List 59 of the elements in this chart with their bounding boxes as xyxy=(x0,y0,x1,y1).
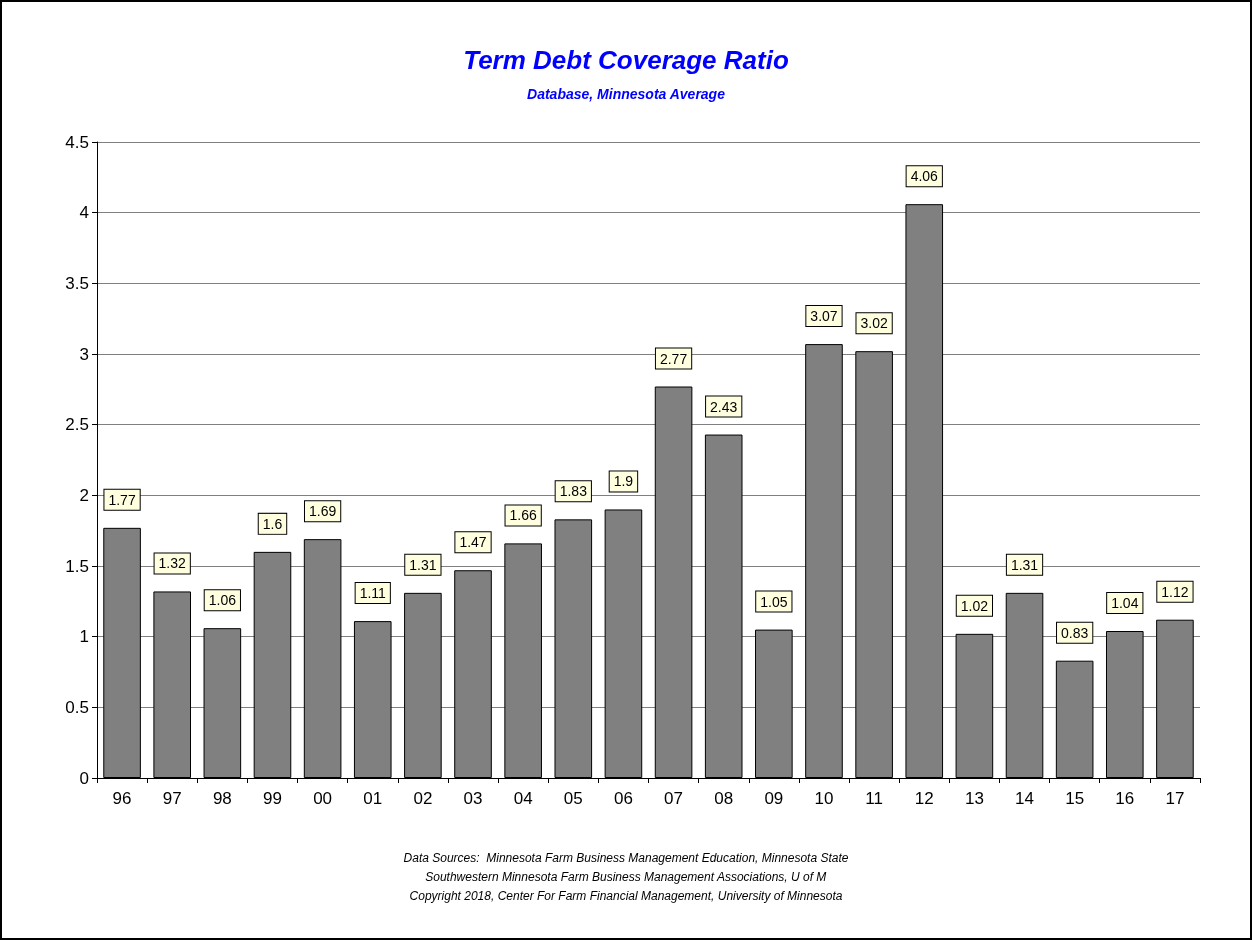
text: Data Sources: Minnesota Farm Business Management Education, Minnesota State xyxy=(403,851,849,865)
x-tick-label: 15 xyxy=(1065,789,1085,808)
x-tick-label: 17 xyxy=(1165,789,1185,808)
x-tick-label: 03 xyxy=(463,789,483,808)
data-label: 1.05 xyxy=(760,593,788,610)
data-label: 1.04 xyxy=(1111,595,1139,612)
data-label: 1.83 xyxy=(559,483,588,500)
text: Southwestern Minnesota Farm Business Management Associations, U of M xyxy=(425,870,827,884)
y-tick-label: 2 xyxy=(79,485,89,505)
x-tick-label: 99 xyxy=(263,789,282,808)
data-label: 1.47 xyxy=(459,534,487,551)
y-tick-label: 3 xyxy=(79,344,89,364)
data-label: 1.02 xyxy=(960,597,989,614)
data-label: 2.43 xyxy=(710,398,738,415)
data-label: 1.06 xyxy=(208,592,237,609)
data-label: 1.12 xyxy=(1161,583,1189,600)
x-tick-label: 97 xyxy=(162,789,182,808)
x-tick-label: 11 xyxy=(865,789,883,808)
x-tick-label: 09 xyxy=(764,789,784,808)
x-tick-label: 01 xyxy=(363,789,383,808)
x-tick-label: 08 xyxy=(714,789,734,808)
x-tick-label: 98 xyxy=(212,789,232,808)
y-tick-label: 4 xyxy=(79,203,89,223)
data-label: 1.32 xyxy=(158,555,187,572)
y-tick-label: 1 xyxy=(79,627,89,647)
data-label: 1.31 xyxy=(409,556,437,573)
y-tick-label: 0.5 xyxy=(65,697,89,717)
chart-title: Term Debt Coverage Ratio xyxy=(463,45,789,75)
data-label: 4.06 xyxy=(910,168,939,185)
x-tick-label: 96 xyxy=(112,789,132,808)
x-tick-label: 02 xyxy=(413,789,433,808)
x-tick-label: 16 xyxy=(1115,789,1135,808)
data-label: 0.83 xyxy=(1061,624,1089,641)
data-label: 1.9 xyxy=(613,473,634,490)
y-tick-label: 2.5 xyxy=(65,415,89,435)
x-tick-label: 14 xyxy=(1015,789,1034,808)
y-tick-label: 4.5 xyxy=(65,132,89,152)
x-tick-label: 06 xyxy=(613,789,633,808)
data-label: 3.07 xyxy=(810,308,838,325)
x-tick-label: 05 xyxy=(563,789,583,808)
data-label: 1.6 xyxy=(262,515,283,532)
x-tick-label: 04 xyxy=(513,789,533,808)
text: Copyright 2018, Center For Farm Financial Management, University of Minnesota xyxy=(409,889,843,903)
data-label: 1.11 xyxy=(359,585,387,602)
data-label: 2.77 xyxy=(659,350,688,367)
y-tick-label: 3.5 xyxy=(65,273,89,293)
data-label: 1.31 xyxy=(1010,556,1039,573)
data-label: 1.69 xyxy=(308,503,337,520)
data-label: 1.77 xyxy=(108,491,136,508)
data-label: 3.02 xyxy=(860,315,888,332)
x-tick-label: 13 xyxy=(964,789,984,808)
data-label: 1.66 xyxy=(509,507,537,524)
y-tick-label: 0 xyxy=(79,768,89,788)
x-tick-label: 07 xyxy=(664,789,684,808)
x-tick-label: 00 xyxy=(313,789,333,808)
x-tick-label: 10 xyxy=(814,789,834,808)
x-tick-label: 12 xyxy=(914,789,934,808)
chart-subtitle: Database, Minnesota Average xyxy=(527,86,726,102)
y-tick-label: 1.5 xyxy=(65,556,89,576)
